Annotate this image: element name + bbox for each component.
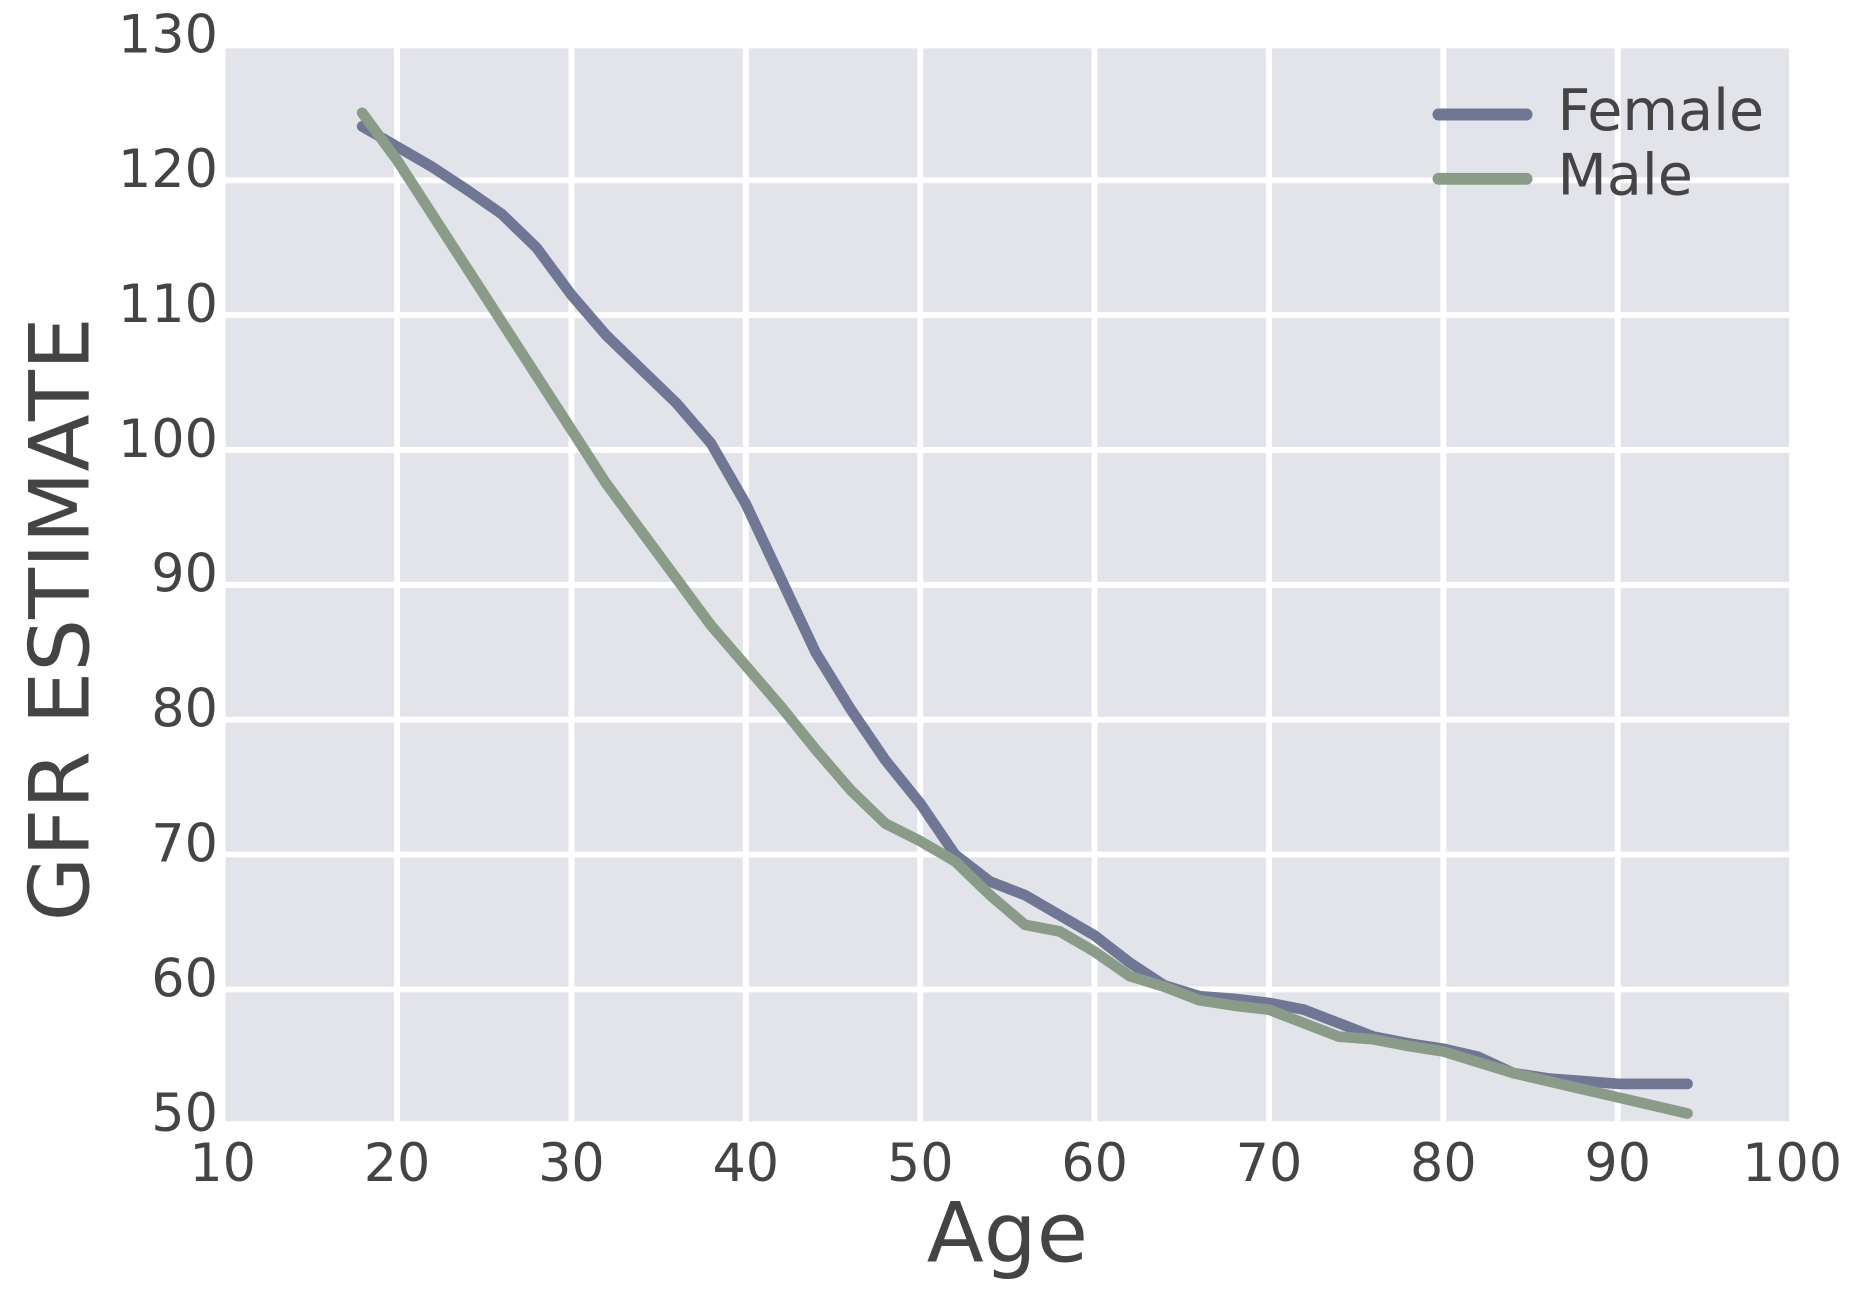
x-tick-label: 50 <box>887 1133 954 1194</box>
x-tick-label: 100 <box>1742 1133 1842 1194</box>
y-tick-label: 100 <box>118 409 218 470</box>
legend-label: Male <box>1558 142 1693 208</box>
y-tick-label: 70 <box>151 813 218 874</box>
y-tick-label: 50 <box>151 1083 218 1144</box>
y-tick-label: 130 <box>118 4 218 65</box>
legend-label: Female <box>1558 78 1765 144</box>
x-tick-label: 80 <box>1410 1133 1477 1194</box>
x-tick-label: 20 <box>364 1133 431 1194</box>
x-tick-label: 60 <box>1061 1133 1128 1194</box>
x-tick-label: 70 <box>1236 1133 1303 1194</box>
x-tick-label: 30 <box>538 1133 605 1194</box>
y-tick-label: 120 <box>118 139 218 200</box>
y-tick-label: 110 <box>118 274 218 335</box>
data-line <box>356 107 1693 1119</box>
y-tick-label: 60 <box>151 948 218 1009</box>
x-axis-label: Age <box>927 1185 1088 1282</box>
y-tick-label: 80 <box>151 679 218 740</box>
x-tick-label: 10 <box>189 1133 256 1194</box>
x-tick-label: 90 <box>1584 1133 1651 1194</box>
y-axis-label: GFR ESTIMATE <box>11 317 108 921</box>
x-tick-label: 40 <box>712 1133 779 1194</box>
y-tick-label: 90 <box>151 544 218 605</box>
